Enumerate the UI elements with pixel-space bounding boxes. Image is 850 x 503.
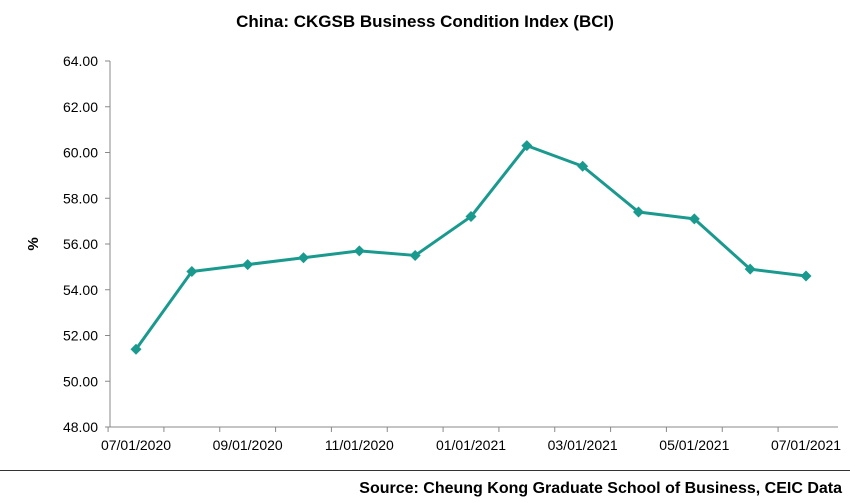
y-tick-label: 50.00 [63,373,98,389]
x-tick-label: 01/01/2021 [436,437,506,453]
data-point [744,263,756,275]
y-tick-label: 58.00 [63,190,98,206]
series-line [134,144,807,351]
data-point [577,160,589,172]
y-tick-label: 48.00 [63,419,98,435]
y-axis-label: % [25,237,42,250]
y-tick-label: 64.00 [63,53,98,69]
data-point [130,343,142,355]
x-tick-label: 05/01/2021 [659,437,729,453]
x-tick-label: 07/01/2020 [101,437,171,453]
x-tick-label: 03/01/2021 [548,437,618,453]
x-tick-label: 07/01/2021 [771,437,841,453]
data-point [353,245,365,257]
chart-title: China: CKGSB Business Condition Index (B… [236,12,614,31]
y-tick-label: 62.00 [63,99,98,115]
data-point [298,252,309,264]
y-tick-label: 60.00 [63,145,98,161]
data-point [465,211,477,223]
source-note: Source: Cheung Kong Graduate School of B… [359,480,842,497]
source-divider [0,470,850,471]
data-point [186,265,198,277]
y-tick-label: 52.00 [63,328,98,344]
x-tick-label: 09/01/2020 [213,437,283,453]
data-point [688,213,700,225]
data-point [521,140,533,152]
data-point [409,249,421,261]
data-point [242,259,254,271]
data-point [633,206,644,218]
y-tick-label: 56.00 [63,236,98,252]
y-tick-label: 54.00 [63,282,98,298]
x-tick-label: 11/01/2020 [325,437,394,453]
data-point [800,270,812,282]
plot-area: 48.00 50.00 52.00 54.00 56.00 58.00 60.00 62.00… [25,53,841,453]
